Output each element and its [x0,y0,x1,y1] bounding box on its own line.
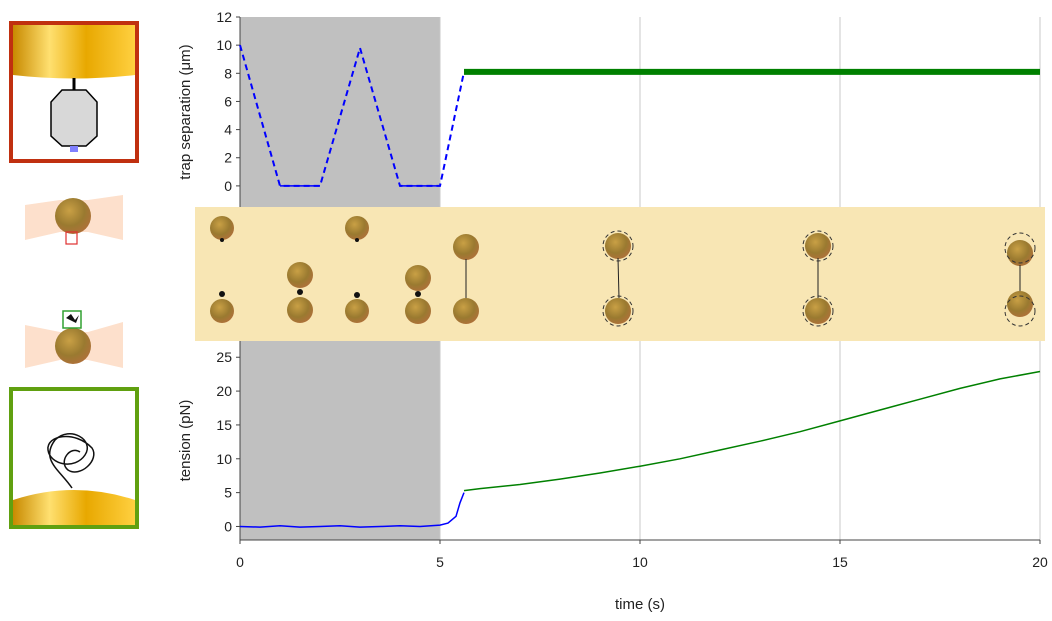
bead-illustrations [210,216,1036,327]
x-tick-label: 0 [236,554,244,570]
y-tick-label: 5 [224,485,232,501]
y-tick-label: 20 [216,383,232,399]
y-tick-label: 6 [224,93,232,109]
y-axis-label: tension (pN) [177,400,194,482]
x-tick-label: 15 [832,554,848,570]
x-tick-label: 10 [632,554,648,570]
x-tick-label: 5 [436,554,444,570]
y-tick-label: 2 [224,150,232,166]
y-tick-label: 0 [224,178,232,194]
y-tick-label: 0 [224,518,232,534]
left-icons [9,21,139,529]
y-tick-label: 8 [224,65,232,81]
y-tick-label: 4 [224,122,232,138]
data-line [239,492,465,528]
x-tick-label: 20 [1032,554,1048,570]
x-axis-label: time (s) [615,596,665,613]
y-tick-label: 12 [216,9,232,25]
chart-layer: 0 2 4 6 8 10 12 trap separation (μm) 0 5 10 15 20 25 t… [177,9,1048,613]
y-tick-label: 15 [216,417,232,433]
y-tick-label: 10 [216,451,232,467]
y-tick-label: 10 [216,37,232,53]
y-tick-label: 25 [216,349,232,365]
y-axis-label: trap separation (μm) [177,44,194,179]
data-line [463,370,1041,492]
